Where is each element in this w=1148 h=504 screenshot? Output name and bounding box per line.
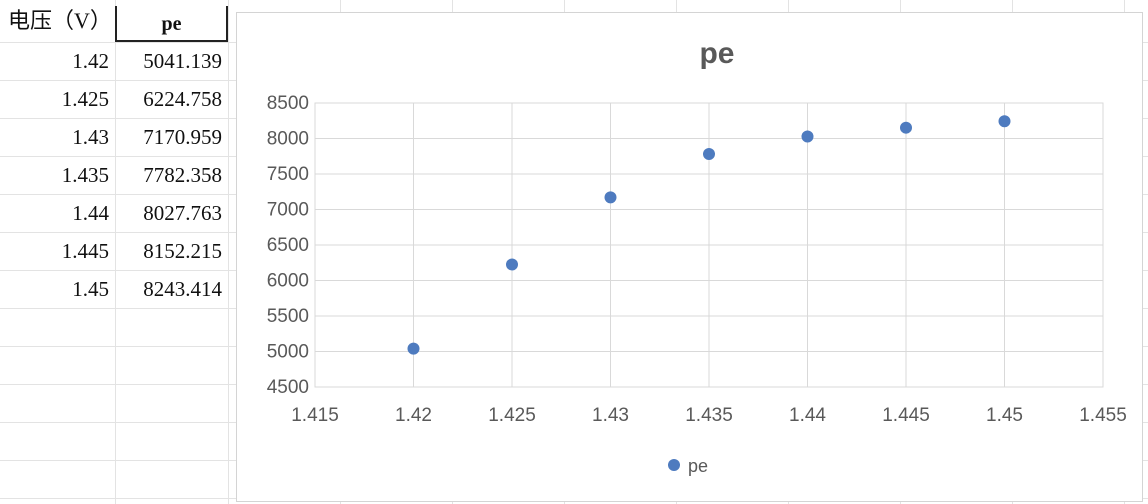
x-tick-label: 1.435 [685, 405, 733, 426]
plot-area [314, 102, 1104, 388]
table-cell-pe[interactable]: 8243.414 [143, 277, 222, 301]
table-header-pe[interactable]: pe [115, 6, 228, 42]
chart-canvas: pe 4500 5000 5500 6000 6500 7000 7500 8000 8500 1.… [267, 37, 1127, 476]
y-tick-label: 5500 [267, 306, 309, 327]
legend-label: pe [688, 456, 708, 476]
table-cell-pe[interactable]: 5041.139 [143, 49, 222, 73]
grid-column-line [228, 0, 229, 504]
data-point [998, 115, 1011, 128]
y-tick-label: 6000 [267, 271, 309, 292]
grid-column-line [115, 0, 116, 504]
y-tick-label: 7000 [267, 200, 309, 221]
x-tick-label: 1.45 [986, 405, 1023, 426]
table-cell-voltage[interactable]: 1.44 [72, 201, 109, 225]
scatter-chart[interactable]: pe 4500 5000 5500 6000 6500 7000 7500 8000 8500 1.… [236, 12, 1143, 502]
y-tick-label: 5000 [267, 342, 309, 363]
data-point [604, 191, 617, 204]
x-tick-label: 1.43 [592, 405, 629, 426]
y-tick-label: 6500 [267, 235, 309, 256]
table-cell-pe[interactable]: 8152.215 [143, 239, 222, 263]
table-cell-voltage[interactable]: 1.445 [61, 239, 109, 263]
table-cell-pe[interactable]: 8027.763 [143, 201, 222, 225]
data-point [703, 147, 715, 160]
x-tick-label: 1.445 [882, 405, 930, 426]
table-cell-voltage[interactable]: 1.43 [72, 125, 109, 149]
x-tick-label: 1.415 [291, 405, 339, 426]
data-point [801, 130, 814, 143]
x-tick-label: 1.44 [789, 405, 826, 426]
chart-title: pe [699, 37, 734, 70]
legend-marker [668, 459, 680, 471]
data-point [900, 121, 912, 134]
data-point [506, 258, 518, 271]
x-tick-label: 1.42 [395, 405, 432, 426]
table-cell-voltage[interactable]: 1.45 [72, 277, 109, 301]
table-cell-pe[interactable]: 7782.358 [143, 163, 222, 187]
table-cell-pe[interactable]: 7170.959 [143, 125, 222, 149]
y-tick-label: 7500 [267, 164, 309, 185]
x-tick-label: 1.455 [1079, 405, 1127, 426]
data-point [407, 342, 420, 355]
y-tick-label: 8500 [267, 93, 309, 114]
x-tick-label: 1.425 [488, 405, 536, 426]
table-cell-pe[interactable]: 6224.758 [143, 87, 222, 111]
y-tick-label: 8000 [267, 129, 309, 150]
table-cell-voltage[interactable]: 1.42 [72, 49, 109, 73]
table-cell-voltage[interactable]: 1.425 [61, 87, 109, 111]
y-tick-label: 4500 [267, 377, 309, 398]
table-cell-voltage[interactable]: 1.435 [61, 163, 109, 187]
table-header-voltage[interactable]: 电压（V） [8, 8, 112, 33]
